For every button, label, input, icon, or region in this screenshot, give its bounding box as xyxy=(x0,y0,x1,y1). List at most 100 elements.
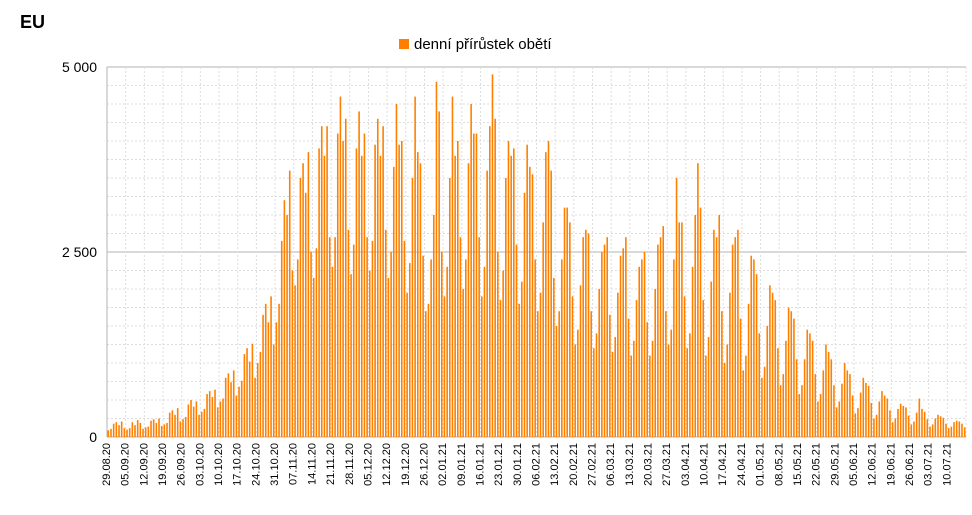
x-tick-label: 31.10.20 xyxy=(269,443,281,486)
bar xyxy=(931,424,934,437)
bar xyxy=(110,428,112,437)
bar xyxy=(803,359,806,437)
bar xyxy=(838,401,841,437)
bar xyxy=(750,255,753,437)
x-tick-label: 28.11.20 xyxy=(344,443,356,485)
bar xyxy=(454,155,456,438)
bar xyxy=(222,398,224,437)
bar xyxy=(171,410,174,437)
bar xyxy=(929,426,931,437)
bar xyxy=(214,389,216,437)
bar xyxy=(907,415,910,437)
bar xyxy=(505,178,507,437)
bar xyxy=(278,303,280,437)
bar xyxy=(790,311,793,437)
x-tick-label: 13.02.21 xyxy=(549,443,561,486)
bar xyxy=(934,418,937,437)
bar xyxy=(590,311,592,437)
bar xyxy=(785,340,787,437)
x-tick-label: 10.04.21 xyxy=(699,443,711,486)
bar xyxy=(374,144,376,437)
bar xyxy=(342,141,344,437)
bar xyxy=(955,420,958,437)
bar xyxy=(486,170,488,437)
bar xyxy=(107,430,110,437)
bar xyxy=(673,259,675,437)
bar xyxy=(227,373,230,437)
bar xyxy=(894,418,897,437)
bar xyxy=(539,292,542,437)
bar xyxy=(387,277,390,437)
bar xyxy=(219,401,222,437)
bar xyxy=(518,303,520,437)
bar xyxy=(857,408,859,437)
bar xyxy=(961,423,963,437)
bar xyxy=(441,252,443,437)
bar xyxy=(483,266,486,437)
bar xyxy=(678,222,681,437)
x-tick-label: 01.05.21 xyxy=(755,443,767,486)
bar xyxy=(352,244,355,437)
bar xyxy=(878,401,881,437)
x-tick-label: 10.07.21 xyxy=(941,443,953,486)
x-tick-label: 09.01.21 xyxy=(456,443,468,486)
bar xyxy=(787,307,790,437)
bar xyxy=(609,314,611,437)
x-tick-label: 03.07.21 xyxy=(923,443,935,486)
bar xyxy=(304,192,307,437)
bar xyxy=(294,285,296,437)
bar xyxy=(825,344,827,437)
bar xyxy=(577,329,579,437)
bar xyxy=(152,419,155,437)
bar xyxy=(598,289,600,437)
x-tick-label: 30.01.21 xyxy=(512,443,524,486)
bar xyxy=(470,104,472,437)
bar xyxy=(174,414,176,437)
bar xyxy=(403,240,406,437)
bar xyxy=(256,363,259,437)
bar xyxy=(662,226,665,437)
bar xyxy=(457,141,459,437)
bar xyxy=(206,394,208,437)
x-tick-label: 14.11.20 xyxy=(306,443,318,485)
bar xyxy=(849,374,851,437)
bar xyxy=(953,422,955,437)
bar xyxy=(320,126,323,437)
bar xyxy=(128,428,131,437)
bar xyxy=(713,229,715,437)
bar xyxy=(203,408,206,437)
x-axis: 29.08.20 05.09.20 12.09.20 19.09.20 26.09.20… xyxy=(101,443,953,486)
bar xyxy=(414,96,416,437)
x-tick-label: 03.04.21 xyxy=(680,443,692,486)
bar xyxy=(240,380,243,437)
bar xyxy=(926,419,929,437)
bar xyxy=(766,326,769,437)
bar xyxy=(665,311,667,437)
bar xyxy=(721,311,723,437)
bar xyxy=(163,424,166,437)
x-tick-label: 26.09.20 xyxy=(176,443,188,486)
bar xyxy=(691,266,694,437)
bar xyxy=(654,289,657,437)
bar xyxy=(248,361,251,437)
bar xyxy=(259,351,262,437)
x-tick-label: 06.03.21 xyxy=(605,443,617,486)
bar xyxy=(438,111,440,438)
bar xyxy=(168,412,171,437)
bar xyxy=(777,348,779,437)
bar xyxy=(771,292,774,437)
bar xyxy=(819,394,822,437)
bar xyxy=(182,419,184,437)
x-tick-label: 13.03.21 xyxy=(624,443,636,486)
bar xyxy=(782,374,785,437)
bar xyxy=(889,410,891,437)
bar xyxy=(235,395,238,437)
bar xyxy=(622,248,624,437)
bars xyxy=(107,74,966,438)
x-tick-label: 17.04.21 xyxy=(717,443,729,486)
x-tick-label: 05.09.20 xyxy=(120,443,132,486)
bar xyxy=(827,351,830,437)
legend: denní přírůstek obětí xyxy=(399,36,552,53)
bar xyxy=(606,237,608,437)
bar xyxy=(211,397,214,437)
